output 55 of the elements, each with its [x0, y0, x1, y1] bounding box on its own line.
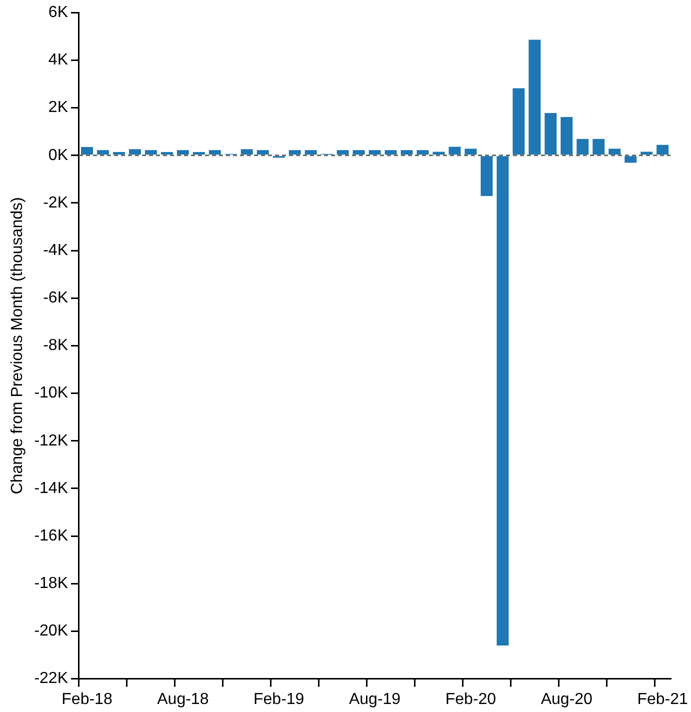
- bar: [256, 150, 269, 155]
- bar: [128, 149, 141, 155]
- y-tick-label: -4K: [43, 242, 68, 259]
- x-tick-label: Feb-20: [445, 690, 496, 708]
- y-tick-label: -20K: [34, 622, 68, 640]
- bar: [144, 150, 157, 155]
- y-tick-label: 0K: [48, 146, 68, 164]
- bar: [560, 117, 573, 155]
- bar: [512, 88, 525, 155]
- bar: [96, 150, 109, 155]
- x-tick-label: Feb-21: [637, 690, 688, 708]
- bar: [592, 138, 605, 155]
- y-tick-label: -2K: [43, 194, 68, 212]
- bar: [336, 150, 349, 155]
- bar: [304, 150, 317, 155]
- x-tick-label: Feb-18: [62, 690, 112, 708]
- y-tick-label: -8K: [43, 337, 68, 354]
- bar: [176, 150, 189, 155]
- bar: [528, 40, 541, 155]
- bar: [240, 149, 253, 155]
- x-tick-label: Aug-19: [348, 690, 401, 708]
- y-axis-title: Change from Previous Month (thousands): [9, 197, 26, 494]
- y-tick-label: -16K: [34, 527, 68, 544]
- bar: [608, 148, 621, 155]
- bar: [288, 150, 301, 155]
- x-tick-label: Feb-19: [254, 690, 304, 708]
- bar: [384, 150, 397, 155]
- bar: [400, 150, 413, 155]
- bar: [352, 150, 365, 155]
- y-tick-label: 6K: [48, 4, 68, 22]
- bar: [112, 152, 125, 155]
- bar: [576, 138, 589, 155]
- x-tick-label: Aug-20: [540, 690, 593, 708]
- y-tick-label: -14K: [34, 480, 68, 497]
- y-tick-label: -22K: [34, 670, 68, 688]
- bar: [496, 156, 509, 646]
- bar: [80, 147, 93, 155]
- y-tick-label: -18K: [34, 575, 68, 592]
- bar: [208, 150, 221, 155]
- bar: [624, 156, 637, 163]
- bar: [464, 148, 477, 155]
- bar: [160, 152, 173, 155]
- bar: [192, 152, 205, 155]
- bar: [656, 144, 669, 155]
- bar: [416, 150, 429, 155]
- y-tick-label: 2K: [48, 99, 68, 116]
- y-tick-label: -6K: [43, 290, 68, 307]
- bar: [368, 150, 381, 155]
- bar: [448, 146, 461, 155]
- bar: [480, 156, 493, 196]
- y-tick-label: 4K: [48, 52, 68, 69]
- y-tick-label: -12K: [34, 432, 68, 450]
- y-tick-label: -10K: [34, 384, 68, 402]
- x-tick-label: Aug-18: [157, 690, 209, 708]
- bar: [544, 113, 557, 155]
